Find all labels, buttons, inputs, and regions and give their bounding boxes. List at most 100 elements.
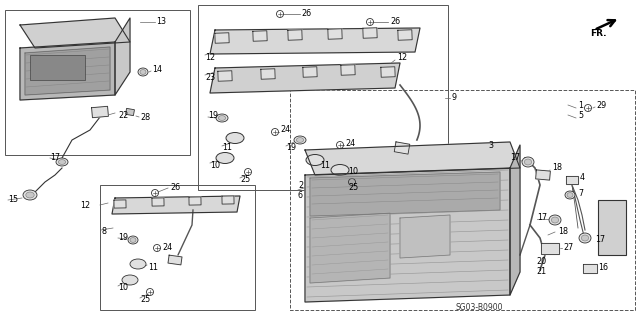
- Polygon shape: [20, 42, 115, 100]
- Ellipse shape: [331, 165, 349, 175]
- Polygon shape: [288, 30, 302, 40]
- Ellipse shape: [549, 215, 561, 225]
- Text: 11: 11: [320, 160, 330, 169]
- Text: 16: 16: [598, 263, 608, 272]
- Text: 17: 17: [510, 153, 520, 162]
- Bar: [100, 185, 255, 310]
- Ellipse shape: [130, 238, 136, 242]
- Ellipse shape: [579, 233, 591, 243]
- Ellipse shape: [524, 159, 532, 165]
- Polygon shape: [394, 142, 410, 154]
- Ellipse shape: [296, 137, 303, 142]
- Text: 4: 4: [580, 174, 585, 182]
- Bar: [5, 10, 190, 155]
- Text: 12: 12: [397, 54, 407, 63]
- Text: 10: 10: [210, 160, 220, 169]
- Ellipse shape: [581, 235, 589, 241]
- Polygon shape: [210, 28, 420, 54]
- Polygon shape: [381, 67, 395, 77]
- Polygon shape: [115, 18, 130, 95]
- Polygon shape: [303, 67, 317, 77]
- Text: 3: 3: [488, 140, 493, 150]
- Ellipse shape: [294, 136, 306, 144]
- Text: 15: 15: [8, 196, 18, 204]
- Polygon shape: [152, 198, 164, 206]
- Text: 12: 12: [80, 201, 90, 210]
- Text: 19: 19: [118, 234, 128, 242]
- Polygon shape: [341, 65, 355, 75]
- Polygon shape: [328, 29, 342, 39]
- Ellipse shape: [565, 191, 575, 199]
- Text: 19: 19: [286, 144, 296, 152]
- Polygon shape: [400, 215, 450, 258]
- Text: 19: 19: [208, 112, 218, 121]
- Polygon shape: [20, 18, 130, 48]
- Text: 29: 29: [596, 101, 606, 110]
- Polygon shape: [305, 168, 510, 302]
- Polygon shape: [310, 213, 390, 283]
- Text: 17: 17: [537, 213, 547, 222]
- Ellipse shape: [26, 192, 34, 198]
- Polygon shape: [583, 263, 597, 272]
- Ellipse shape: [122, 275, 138, 285]
- Text: 24: 24: [162, 242, 172, 251]
- Ellipse shape: [567, 193, 573, 197]
- Polygon shape: [305, 142, 520, 175]
- Bar: [125, 108, 134, 116]
- Text: 27: 27: [563, 243, 573, 253]
- Ellipse shape: [552, 217, 559, 223]
- Ellipse shape: [23, 190, 37, 200]
- Text: SG03-B0900: SG03-B0900: [455, 303, 502, 313]
- Polygon shape: [92, 106, 108, 118]
- Text: 28: 28: [140, 114, 150, 122]
- Polygon shape: [210, 63, 400, 93]
- Text: 2: 2: [298, 181, 303, 189]
- Text: 25: 25: [348, 183, 358, 192]
- Text: FR.: FR.: [590, 28, 607, 38]
- Text: 20: 20: [536, 257, 546, 266]
- Text: 17: 17: [50, 153, 60, 162]
- Text: 21: 21: [536, 268, 546, 277]
- Text: 7: 7: [578, 189, 583, 197]
- Ellipse shape: [216, 152, 234, 164]
- Polygon shape: [541, 242, 559, 254]
- Text: 6: 6: [298, 190, 303, 199]
- Text: 25: 25: [140, 295, 150, 305]
- Ellipse shape: [128, 236, 138, 244]
- Text: 5: 5: [578, 112, 583, 121]
- Ellipse shape: [306, 154, 324, 166]
- Ellipse shape: [56, 158, 68, 166]
- Bar: [290, 90, 635, 310]
- Ellipse shape: [138, 68, 148, 76]
- Text: 26: 26: [301, 10, 311, 19]
- Ellipse shape: [216, 114, 228, 122]
- Text: 24: 24: [280, 125, 290, 135]
- Text: 11: 11: [222, 144, 232, 152]
- Ellipse shape: [58, 160, 65, 164]
- Polygon shape: [310, 172, 500, 216]
- Polygon shape: [566, 176, 578, 184]
- Ellipse shape: [226, 132, 244, 144]
- Polygon shape: [510, 145, 520, 295]
- Polygon shape: [253, 31, 267, 41]
- Text: 1: 1: [578, 101, 583, 110]
- Ellipse shape: [140, 70, 146, 74]
- Bar: [198, 5, 448, 190]
- Text: 10: 10: [118, 284, 128, 293]
- Text: 24: 24: [345, 138, 355, 147]
- Ellipse shape: [522, 157, 534, 167]
- Polygon shape: [398, 30, 412, 40]
- Text: 17: 17: [595, 235, 605, 244]
- Polygon shape: [363, 28, 377, 38]
- Bar: [598, 200, 626, 255]
- Text: 10: 10: [348, 167, 358, 176]
- Bar: [30, 55, 85, 80]
- Text: 26: 26: [170, 182, 180, 191]
- Polygon shape: [112, 196, 240, 214]
- Text: 14: 14: [152, 65, 162, 75]
- Text: 23: 23: [205, 73, 215, 83]
- Polygon shape: [168, 255, 182, 265]
- Text: 22: 22: [118, 110, 128, 120]
- Ellipse shape: [218, 115, 226, 120]
- Text: 18: 18: [558, 227, 568, 236]
